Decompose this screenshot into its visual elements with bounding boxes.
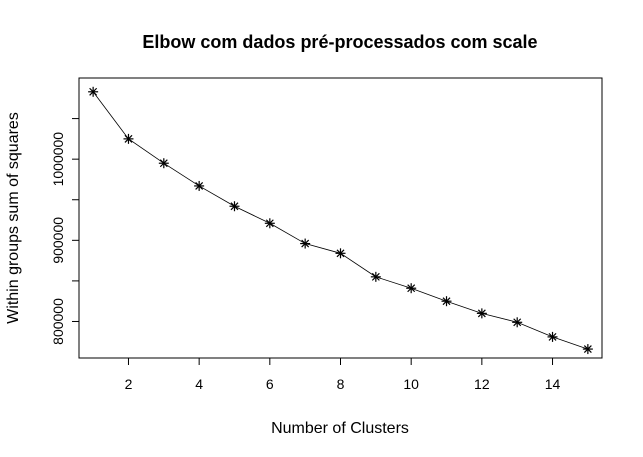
x-tick-label: 4 xyxy=(195,376,203,392)
data-point xyxy=(88,86,99,97)
data-point xyxy=(512,317,523,328)
data-point xyxy=(370,271,381,282)
data-point xyxy=(441,296,452,307)
data-point xyxy=(123,133,134,144)
data-point xyxy=(229,201,240,212)
x-tick-label: 6 xyxy=(266,376,274,392)
data-point xyxy=(194,180,205,191)
x-axis: 2 4 6 8 10 12 14 xyxy=(125,357,561,392)
x-tick-label: 8 xyxy=(337,376,345,392)
data-point xyxy=(335,248,346,259)
x-tick-label: 2 xyxy=(125,376,133,392)
y-tick-label: 800000 xyxy=(50,298,66,345)
data-point xyxy=(406,283,417,294)
x-tick-label: 14 xyxy=(545,376,561,392)
x-tick-label: 10 xyxy=(403,376,419,392)
data-point xyxy=(476,308,487,319)
chart-title: Elbow com dados pré-processados com scal… xyxy=(142,32,537,52)
y-tick-label: 1000000 xyxy=(50,132,66,187)
x-axis-label: Number of Clusters xyxy=(271,420,409,437)
data-point xyxy=(547,331,558,342)
y-axis-label: Within groups sum of squares xyxy=(5,112,22,324)
plot-area xyxy=(78,77,603,359)
series-line xyxy=(92,91,588,350)
y-axis: 800000 900000 1000000 xyxy=(50,118,80,345)
data-points xyxy=(88,86,593,355)
data-point xyxy=(264,218,275,229)
x-tick-label: 12 xyxy=(474,376,490,392)
data-point xyxy=(300,238,311,249)
y-tick-label: 900000 xyxy=(50,217,66,264)
data-point xyxy=(158,158,169,169)
data-point xyxy=(582,344,593,355)
